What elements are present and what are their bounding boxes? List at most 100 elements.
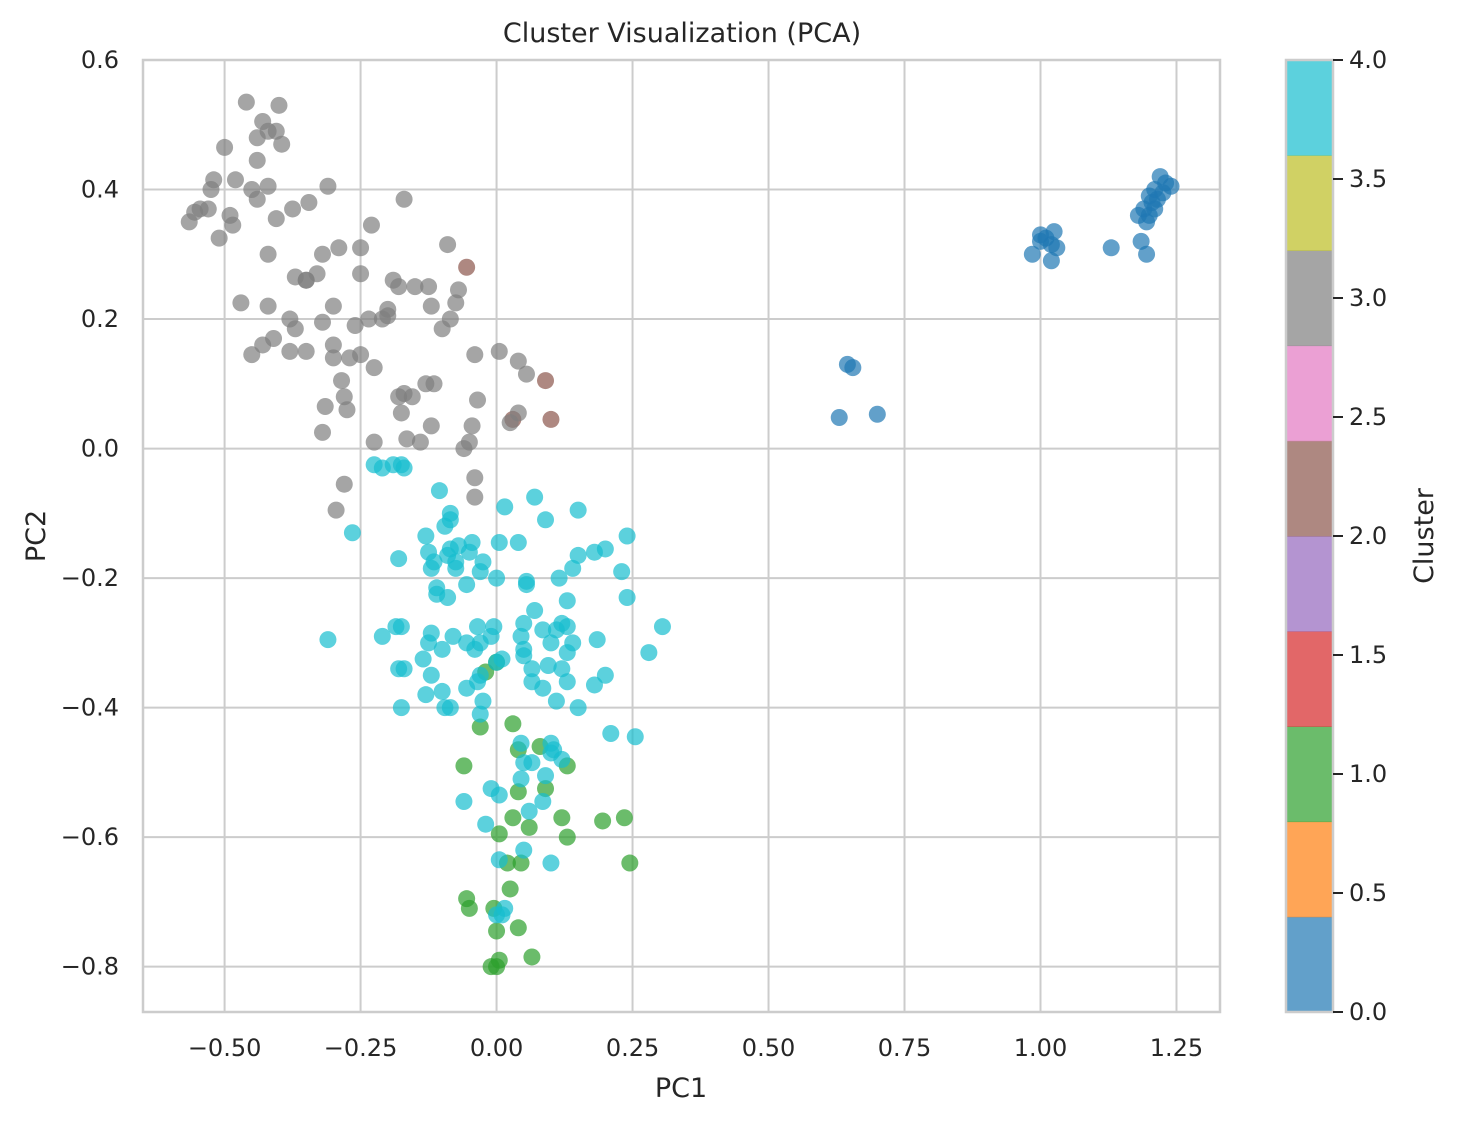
data-point [417,686,435,704]
data-point [558,644,576,662]
data-point [1146,200,1164,218]
data-point [365,359,383,377]
data-point [490,851,508,869]
data-point [596,540,614,558]
data-point [422,297,440,315]
data-point [490,786,508,804]
data-point [324,336,342,354]
data-point [314,313,331,331]
data-point [406,278,424,296]
x-tick-label: 0.25 [606,1034,659,1062]
data-point [210,229,228,247]
data-point [430,482,448,500]
data-point [626,728,644,746]
data-point [338,401,356,419]
data-point [537,780,555,798]
colorbar-tick-label: 0.0 [1349,998,1387,1026]
data-point [314,423,331,441]
data-point [403,388,421,406]
data-point [425,375,443,393]
data-point [471,666,489,684]
data-point [441,699,459,717]
data-point [1138,213,1156,231]
data-point [319,177,337,195]
colorbar-segment [1286,536,1333,632]
data-point [653,618,671,636]
data-point [1023,245,1041,263]
x-tick-label: 0.75 [878,1034,931,1062]
data-point [360,310,378,328]
data-point [509,783,527,801]
data-point [286,320,304,338]
colorbar-segment [1286,60,1333,156]
data-point [547,692,565,710]
colorbar-segment [1286,440,1333,537]
data-point [523,948,541,966]
y-tick-label: 0.2 [81,305,119,333]
data-point [395,190,413,208]
data-point [237,93,255,111]
data-point [324,297,342,315]
cluster-4-points [319,456,671,924]
colorbar-label: Cluster [1409,487,1440,584]
data-point [585,676,603,694]
data-point [490,825,508,843]
data-point [365,433,383,451]
data-point [512,854,530,872]
data-point [471,563,489,581]
data-point [471,718,489,736]
data-point [259,245,277,263]
colorbar [1286,60,1333,1013]
data-point [422,666,440,684]
data-point [482,627,500,645]
data-point [474,692,492,710]
data-point [395,459,413,477]
data-point [458,679,476,697]
data-point [444,627,462,645]
data-point [517,365,535,383]
data-point [411,433,429,451]
cluster-0-points [830,168,1180,426]
x-tick-label: 0.00 [470,1034,523,1062]
data-point [496,498,514,516]
data-point [618,589,636,607]
data-point [284,200,302,218]
data-point [1102,239,1120,257]
data-point [1045,223,1063,241]
data-point [537,511,555,529]
y-tick-label: −0.2 [61,564,119,592]
data-point [569,501,587,519]
data-point [490,951,508,969]
colorbar-ticks: 0.0 0.5 1.0 1.5 2.0 2.5 3.0 3.5 4.0 [1333,46,1387,1026]
y-axis-ticks: 0.6 0.4 0.2 0.0 −0.2 −0.4 −0.6 −0.8 [61,46,119,981]
data-point [488,906,506,924]
data-point [1138,245,1156,263]
data-point [512,627,530,645]
data-point [346,317,364,335]
data-point [392,699,410,717]
data-point [490,342,508,360]
data-point [1154,184,1172,202]
y-tick-label: 0.6 [81,46,119,74]
y-tick-label: −0.4 [61,694,119,722]
data-point [297,342,315,360]
chart-title: Cluster Visualization (PCA) [503,18,861,49]
data-point [640,644,658,662]
data-point [455,793,473,811]
data-point [447,559,465,577]
y-tick-label: −0.8 [61,953,119,981]
data-point [596,666,614,684]
data-point [588,631,606,649]
data-point [534,621,552,639]
data-point [455,757,473,775]
data-point [267,210,285,228]
data-point [422,417,440,435]
data-point [602,725,620,743]
data-point [594,812,612,830]
data-point [1048,239,1066,257]
data-point [509,352,527,370]
y-tick-label: 0.4 [81,176,119,204]
data-point [477,815,495,833]
y-tick-label: −0.6 [61,823,119,851]
data-point [436,517,454,535]
